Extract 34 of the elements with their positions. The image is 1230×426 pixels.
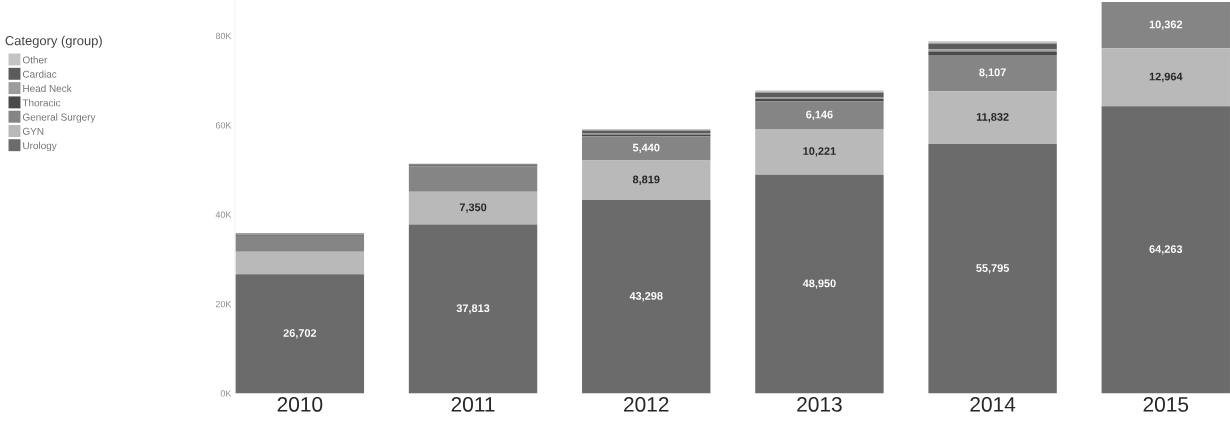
data-label: 10,362	[1149, 20, 1183, 30]
y-tick-label: 40K	[215, 211, 232, 218]
y-tick-label: 20K	[215, 300, 232, 308]
legend-label: General Surgery	[22, 113, 96, 123]
legend-title: Category (group)	[5, 35, 102, 48]
data-label: 11,832	[976, 112, 1009, 123]
y-tick-label: 80K	[215, 32, 232, 39]
x-tick-label: 2012	[624, 396, 669, 412]
data-label: 7,350	[459, 203, 487, 213]
x-tick-label: 2014	[970, 396, 1016, 412]
y-tick-label: 0K	[220, 390, 232, 397]
x-tick-label: 2011	[451, 396, 495, 412]
legend-label: Other	[22, 55, 48, 64]
data-label: 5,440	[632, 143, 660, 153]
y-tick-label: 60K	[215, 121, 232, 129]
data-label: 43,298	[629, 291, 663, 302]
legend-label: GYN	[22, 127, 44, 135]
legend-label: Urology	[23, 141, 57, 151]
data-label: 10,221	[803, 147, 836, 157]
data-label: 48,950	[802, 279, 836, 289]
data-label: 8,107	[979, 68, 1006, 78]
data-label: 12,964	[1149, 72, 1183, 82]
data-label: 8,819	[632, 175, 660, 185]
data-label: 6,146	[806, 110, 833, 120]
legend-label: Head Neck	[23, 84, 72, 92]
data-label: 64,263	[1149, 245, 1183, 255]
x-tick-label: 2013	[797, 396, 842, 412]
data-label: 26,702	[283, 328, 317, 339]
x-tick-label: 2010	[277, 396, 323, 412]
legend-label: Thoracic	[22, 98, 61, 107]
data-label: 55,795	[976, 263, 1010, 274]
legend-label: Cardiac	[22, 70, 57, 78]
data-label: 37,813	[456, 304, 490, 314]
x-tick-label: 2015	[1143, 396, 1189, 412]
